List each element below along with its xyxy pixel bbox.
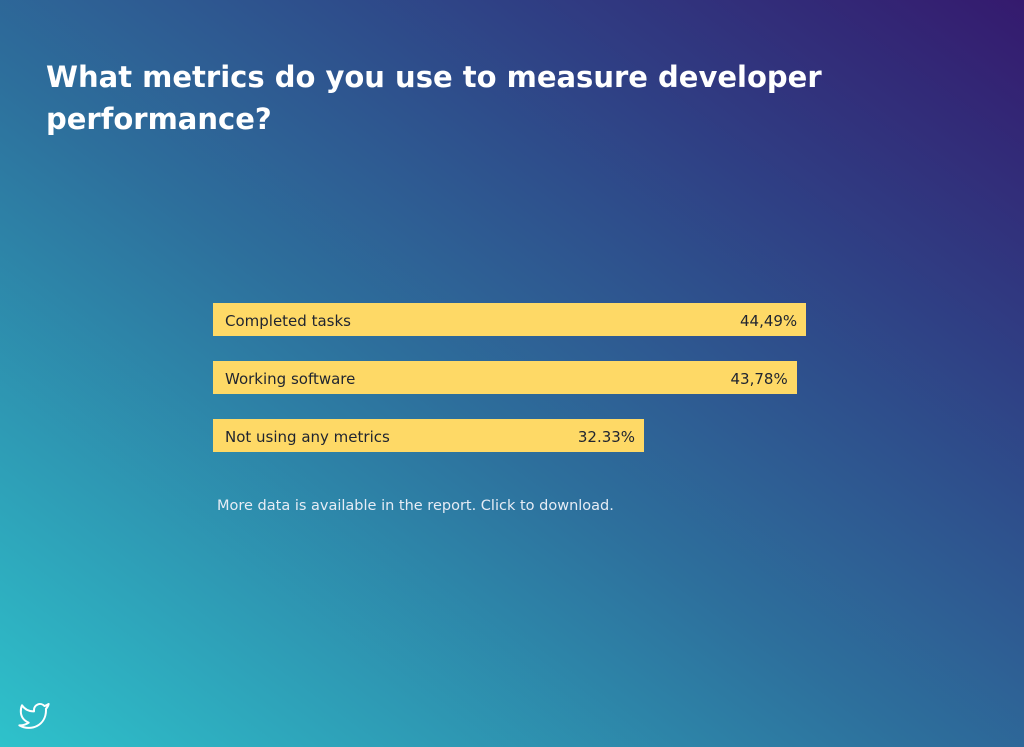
bar-label: Working software bbox=[225, 370, 356, 388]
bar-value-label: 43,78% bbox=[730, 370, 788, 388]
twitter-bird-icon[interactable] bbox=[15, 700, 53, 732]
download-report-link[interactable]: More data is available in the report. Cl… bbox=[217, 498, 614, 514]
bar-value-label: 32.33% bbox=[577, 428, 636, 446]
bar-label: Not using any metrics bbox=[225, 428, 390, 446]
bar-chart: Completed tasks 44,49% Working software 43,… bbox=[213, 303, 813, 477]
bar[interactable]: Working software 43,78% bbox=[213, 361, 797, 394]
bar[interactable]: Not using any metrics 32.33% bbox=[213, 419, 645, 452]
bar[interactable]: Completed tasks 44,49% bbox=[213, 303, 807, 336]
bar-value-label: 44,49% bbox=[739, 312, 798, 330]
bar-label: Completed tasks bbox=[225, 312, 351, 330]
chart-title: What metrics do you use to measure devel… bbox=[46, 60, 822, 136]
